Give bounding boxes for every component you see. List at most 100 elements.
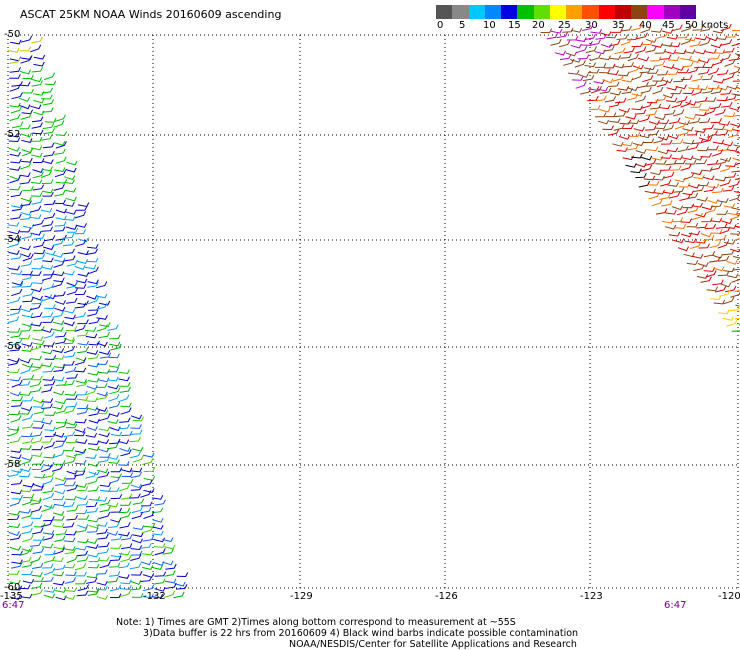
wind-barb-e-43 xyxy=(581,40,593,46)
wind-barb-w-54 xyxy=(8,137,21,143)
wind-barb-w-155 xyxy=(8,250,20,255)
wind-barb-w-104 xyxy=(65,196,77,202)
wind-barb-e-209 xyxy=(690,102,702,108)
wind-barb-w-156 xyxy=(19,252,32,258)
wind-barb-w-373 xyxy=(108,401,121,409)
wind-barb-w-279 xyxy=(9,345,22,352)
wind-barb-w-439 xyxy=(53,441,65,449)
wind-barb-e-198 xyxy=(734,98,740,102)
wind-barb-e-268 xyxy=(706,130,718,138)
wind-barb-w-266 xyxy=(85,333,98,339)
wind-barb-w-450 xyxy=(43,453,56,459)
wind-barb-e-20 xyxy=(546,33,558,40)
wind-barb-e-358 xyxy=(672,187,685,193)
wind-barb-w-424 xyxy=(22,437,34,444)
wind-barb-e-56 xyxy=(710,43,722,49)
wind-barb-e-378 xyxy=(682,203,695,209)
wind-barb-e-439 xyxy=(717,255,730,262)
wind-barb-w-71 xyxy=(32,158,45,164)
wind-barb-w-231 xyxy=(9,308,21,316)
wind-barb-w-305 xyxy=(74,358,87,366)
wind-barb-e-215 xyxy=(604,112,617,118)
wind-barb-e-165 xyxy=(726,84,738,90)
wind-barb-w-105 xyxy=(11,203,23,209)
scale-swatch-7 xyxy=(549,5,566,19)
wind-barb-w-282 xyxy=(41,349,53,355)
wind-barb-w-341 xyxy=(119,382,131,387)
wind-barb-e-115 xyxy=(568,69,580,75)
wind-barb-e-142 xyxy=(661,78,673,84)
wind-barb-w-445 xyxy=(119,447,131,453)
wind-barb-w-632 xyxy=(98,542,110,548)
wind-barb-w-85 xyxy=(54,169,67,178)
wind-barb-w-488 xyxy=(33,473,46,479)
wind-barb-w-222 xyxy=(10,305,22,311)
wind-barb-e-65 xyxy=(614,47,626,55)
wind-barb-w-143 xyxy=(43,235,56,242)
wind-barb-w-408 xyxy=(109,426,121,432)
wind-barb-w-363 xyxy=(118,394,130,403)
wind-barb-w-180 xyxy=(21,270,33,276)
wind-barb-e-77 xyxy=(734,53,740,56)
wind-barb-w-106 xyxy=(20,200,32,207)
wind-barb-w-575 xyxy=(99,511,111,519)
wind-barb-e-412 xyxy=(700,232,712,238)
wind-barb-w-572 xyxy=(66,514,78,521)
wind-barb-w-654 xyxy=(11,559,23,565)
wind-barb-w-275 xyxy=(77,340,90,346)
wind-barb-e-88 xyxy=(659,54,672,60)
wind-barb-w-353 xyxy=(11,396,23,402)
wind-barb-w-225 xyxy=(44,304,56,309)
wind-barb-w-570 xyxy=(43,516,55,522)
wind-barb-e-420 xyxy=(715,234,727,241)
wind-barb-e-240 xyxy=(710,118,722,124)
wind-barb-w-75 xyxy=(9,166,21,171)
wind-barb-e-442 xyxy=(693,264,705,272)
wind-barb-w-260 xyxy=(19,334,31,340)
wind-barb-e-42 xyxy=(570,43,582,49)
wind-barb-w-444 xyxy=(106,443,119,450)
wind-barb-e-202 xyxy=(618,107,631,113)
wind-barb-e-332 xyxy=(731,170,740,173)
wind-barb-w-477 xyxy=(51,464,64,472)
wind-barb-w-299 xyxy=(7,359,20,366)
wind-barb-e-394 xyxy=(671,217,684,223)
wind-barb-e-285 xyxy=(616,147,628,152)
wind-barb-w-562 xyxy=(110,507,123,513)
wind-barb-e-346 xyxy=(660,179,672,187)
wind-barb-w-744 xyxy=(142,593,154,599)
wind-barb-e-362 xyxy=(712,187,724,194)
swath-time-right: 6:47 xyxy=(664,600,687,611)
wind-barb-w-253 xyxy=(52,326,64,332)
wind-barb-w-728 xyxy=(142,584,155,592)
wind-barb-w-58 xyxy=(54,140,66,146)
wind-barb-e-236 xyxy=(669,117,681,125)
wind-barb-e-1 xyxy=(550,28,563,34)
wind-barb-w-45 xyxy=(19,124,31,130)
wind-barb-w-564 xyxy=(131,506,144,514)
wind-barb-e-18 xyxy=(720,23,732,31)
wind-barb-w-699 xyxy=(176,572,189,578)
wind-barb-w-545 xyxy=(77,500,89,506)
wind-barb-w-469 xyxy=(108,459,120,464)
wind-barb-e-403 xyxy=(686,222,699,228)
wind-barb-w-288 xyxy=(110,343,122,351)
wind-barb-e-330 xyxy=(710,163,722,171)
wind-barb-w-303 xyxy=(53,363,66,369)
wind-barb-e-199 xyxy=(589,105,601,110)
wind-barb-w-11 xyxy=(33,61,45,67)
wind-barb-w-160 xyxy=(63,248,75,255)
wind-barb-w-638 xyxy=(164,544,176,550)
wind-barb-w-62 xyxy=(42,142,55,149)
lat-label-1: -52 xyxy=(4,129,21,140)
wind-barb-e-75 xyxy=(713,49,726,55)
wind-barb-w-599 xyxy=(55,529,68,536)
wind-barb-e-67 xyxy=(635,46,647,54)
wind-barb-w-626 xyxy=(30,541,42,547)
wind-barb-e-178 xyxy=(691,88,703,96)
wind-barb-w-278 xyxy=(108,341,121,347)
wind-barb-e-288 xyxy=(646,146,659,152)
lat-lon-grid xyxy=(7,34,739,589)
wind-barb-e-390 xyxy=(716,210,729,215)
wind-barb-w-42 xyxy=(44,117,57,123)
